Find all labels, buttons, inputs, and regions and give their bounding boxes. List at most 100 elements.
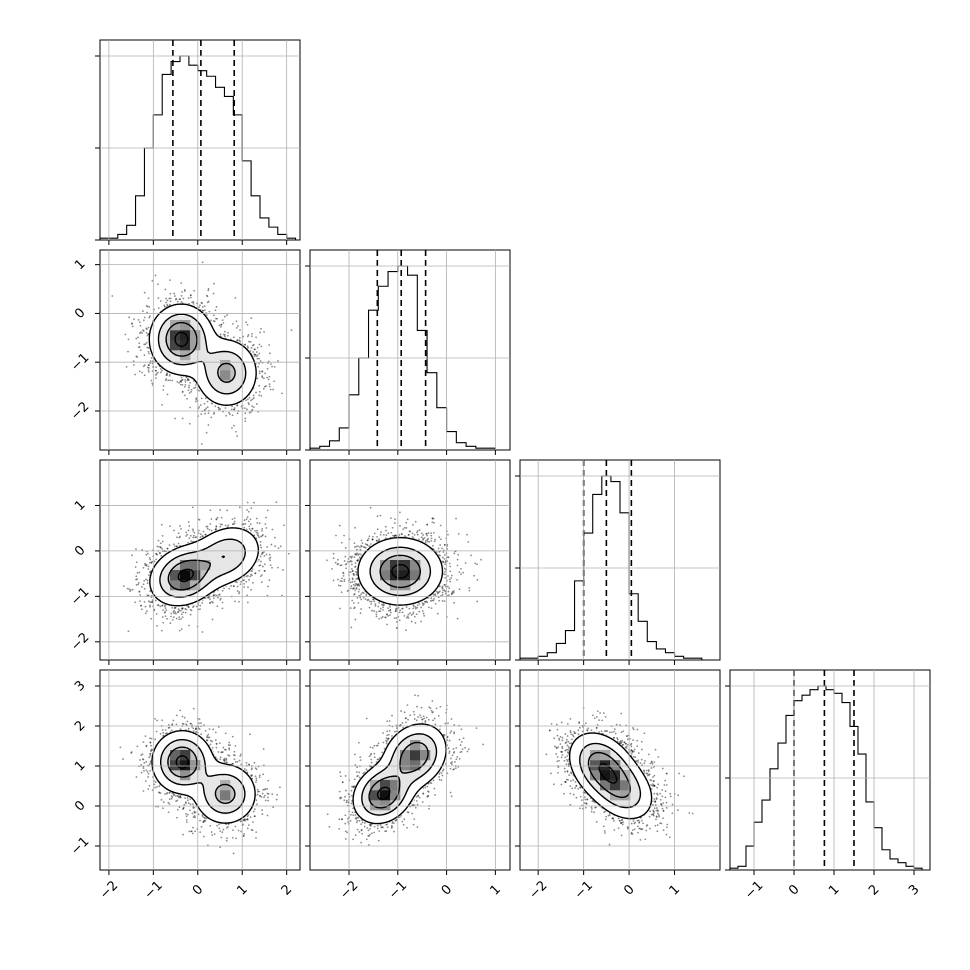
density-cell <box>160 357 164 361</box>
scatter-point <box>252 394 255 397</box>
density-cell <box>214 585 218 589</box>
density-cell <box>417 579 421 582</box>
scatter-point <box>147 350 150 353</box>
density-cell <box>174 315 178 319</box>
scatter-point <box>440 538 442 541</box>
density-cell <box>212 536 216 540</box>
density-cell <box>212 545 216 549</box>
density-cell <box>250 547 254 551</box>
density-cell <box>232 529 236 533</box>
scatter-point <box>169 525 171 528</box>
density-cell <box>384 579 388 582</box>
density-cell <box>255 554 258 558</box>
density-cell <box>379 547 383 551</box>
density-cell <box>167 552 171 555</box>
scatter-point <box>145 304 148 307</box>
density-cell <box>205 333 209 336</box>
density-cell <box>180 308 184 312</box>
scatter-point <box>268 375 271 378</box>
scatter-point <box>228 413 231 416</box>
density-cell <box>216 337 220 341</box>
scatter-point <box>453 601 455 604</box>
density-cell <box>250 366 254 370</box>
density-cell <box>201 545 204 549</box>
density-cell <box>223 344 227 348</box>
scatter-point <box>201 602 204 604</box>
density-cell <box>384 583 388 587</box>
scatter-point <box>153 560 156 563</box>
scatter-point <box>398 534 401 536</box>
scatter-point <box>353 546 356 548</box>
scatter-point <box>148 763 151 766</box>
scatter-point <box>143 343 146 346</box>
scatter-point <box>242 819 245 821</box>
scatter-point <box>122 585 125 588</box>
density-cell <box>201 384 204 388</box>
density-cell <box>415 588 419 591</box>
density-cell <box>189 308 193 312</box>
scatter-point <box>247 520 250 523</box>
density-bin <box>190 330 201 341</box>
density-cell <box>160 579 164 582</box>
density-cell <box>361 558 365 562</box>
scatter-point <box>216 317 218 320</box>
density-cell <box>246 384 249 388</box>
density-cell <box>225 389 229 393</box>
density-cell <box>237 398 240 402</box>
density-cell <box>431 561 435 564</box>
scatter-point <box>180 282 183 284</box>
density-cell <box>214 534 218 538</box>
density-cell <box>156 333 160 336</box>
scatter-point <box>145 578 147 581</box>
scatter-point <box>361 591 364 594</box>
density-cell <box>156 563 160 567</box>
density-cell <box>377 597 381 600</box>
density-cell <box>149 344 153 348</box>
density-cell <box>169 306 173 310</box>
scatter-point <box>129 590 132 593</box>
density-cell <box>212 348 216 352</box>
density-cell <box>386 581 390 585</box>
density-cell <box>160 353 164 357</box>
scatter-point <box>246 509 248 511</box>
density-cell <box>248 371 252 375</box>
scatter-point <box>220 323 223 326</box>
density-cell <box>187 597 191 600</box>
density-cell <box>203 371 207 375</box>
scatter-point <box>192 301 195 303</box>
density-cell <box>228 382 231 386</box>
density-cell <box>243 561 247 564</box>
density-cell <box>185 549 189 553</box>
density-cell <box>201 583 204 587</box>
scatter-point <box>275 798 278 801</box>
panel-grid <box>730 670 930 870</box>
scatter-point <box>447 575 449 577</box>
scatter-point <box>188 384 190 387</box>
density-cell <box>205 588 209 591</box>
density-cell <box>178 310 182 314</box>
density-cell <box>167 364 171 368</box>
scatter-point <box>394 610 397 613</box>
density-cell <box>406 599 410 603</box>
density-cell <box>232 556 236 560</box>
density-bin <box>180 320 191 331</box>
density-cell <box>230 344 234 348</box>
density-cell <box>194 378 198 381</box>
density-cell <box>156 317 160 321</box>
density-cell <box>167 330 171 334</box>
density-cell <box>230 373 234 377</box>
scatter-point <box>249 523 252 526</box>
scatter-point <box>142 566 145 569</box>
density-cell <box>241 357 245 361</box>
density-cell <box>241 355 245 359</box>
density-cell <box>210 576 213 580</box>
scatter-point <box>144 343 147 346</box>
density-cell <box>223 391 227 395</box>
density-cell <box>422 558 426 562</box>
density-cell <box>219 556 222 560</box>
density-cell <box>212 366 216 370</box>
scatter-point <box>390 531 393 534</box>
density-cell <box>424 592 428 596</box>
density-cell <box>237 357 240 361</box>
